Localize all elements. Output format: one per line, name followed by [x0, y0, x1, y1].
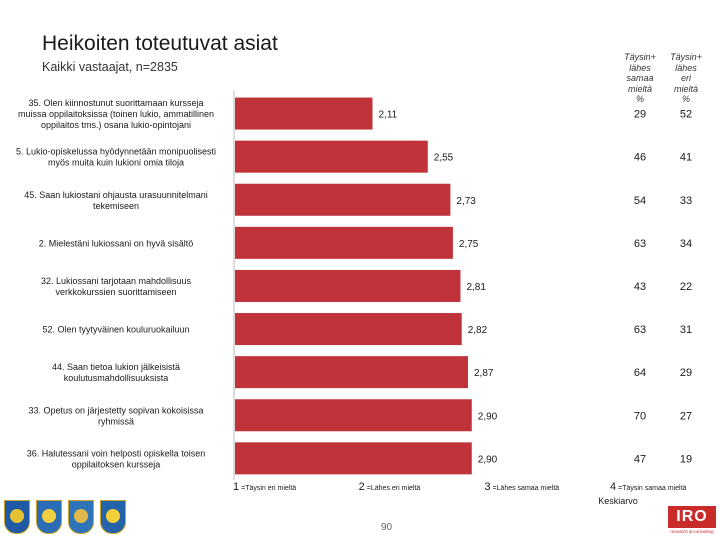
disagree-percent: 34 — [680, 238, 692, 250]
slide-title: Heikoiten toteutuvat asiat — [42, 32, 278, 55]
disagree-percent: 52 — [680, 109, 692, 121]
bar — [235, 183, 451, 216]
disagree-percent: 33 — [680, 195, 692, 207]
scale-tick-label: 3 =Lähes samaa mieltä — [484, 481, 559, 493]
agree-percent: 29 — [634, 109, 646, 121]
iro-logo-text: IRO — [668, 506, 716, 528]
category-label: 33. Opetus on järjestetty sopivan kokois… — [28, 405, 203, 426]
disagree-column-header: Täysin+ lähes eri mieltä % — [670, 52, 702, 104]
crest-icon — [68, 500, 94, 534]
iro-logo-subtext: research & consulting — [670, 529, 714, 534]
bar-value-label: 2,75 — [459, 239, 479, 250]
crest-icon — [36, 500, 62, 534]
category-label: 32. Lukiossani tarjotaan mahdollisuus ver… — [41, 276, 192, 297]
category-label: 5. Lukio-opiskelussa hyödynnetään monipu… — [16, 147, 216, 168]
bar-value-label: 2,82 — [468, 325, 488, 336]
scale-tick-label: 4 =Täysin samaa mieltä — [610, 481, 687, 493]
bar-value-label: 2,73 — [456, 196, 476, 207]
bar-value-label: 2,90 — [478, 454, 498, 465]
agree-percent: 54 — [634, 195, 646, 207]
category-label: 35. Olen kiinnostunut suorittamaan kurss… — [18, 98, 214, 130]
x-axis-title: Keskiarvo — [598, 496, 638, 506]
category-label: 44. Saan tietoa lukion jälkeisistä koulut… — [52, 362, 180, 383]
crest-icon — [4, 500, 30, 534]
bar — [235, 313, 462, 346]
bar-value-label: 2,90 — [478, 411, 498, 422]
agree-percent: 46 — [634, 152, 646, 164]
category-label: 36. Halutessani voin helposti opiskella … — [27, 448, 206, 469]
scale-tick-label: 2 =Lähes eri mieltä — [359, 481, 421, 493]
disagree-percent: 19 — [680, 453, 692, 465]
disagree-percent: 27 — [680, 410, 692, 422]
agree-percent: 47 — [634, 453, 646, 465]
crest-icon — [100, 500, 126, 534]
agree-column-header: Täysin+ lähes samaa mieltä % — [624, 52, 656, 104]
bar — [235, 442, 472, 475]
bar — [235, 356, 468, 389]
disagree-percent: 29 — [680, 367, 692, 379]
bar-value-label: 2,81 — [466, 282, 486, 293]
municipality-crests — [4, 500, 126, 534]
category-label: 52. Olen tyytyväinen kouluruokailuun — [42, 325, 189, 335]
disagree-percent: 31 — [680, 324, 692, 336]
category-label: 2. Mielestäni lukiossani on hyvä sisältö — [39, 238, 194, 248]
bar-value-label: 2,55 — [434, 153, 454, 164]
bar — [235, 97, 373, 130]
slide-subtitle: Kaikki vastaajat, n=2835 — [42, 60, 178, 74]
agree-percent: 64 — [634, 367, 646, 379]
category-label: 45. Saan lukiostani ohjausta urasuunnite… — [24, 190, 208, 211]
page-number: 90 — [381, 522, 393, 533]
bar-value-label: 2,11 — [378, 110, 397, 121]
agree-percent: 70 — [634, 410, 646, 422]
scale-tick-label: 1 =Täysin eri mieltä — [233, 481, 296, 493]
bar — [235, 140, 428, 173]
disagree-percent: 41 — [680, 152, 692, 164]
disagree-percent: 22 — [680, 281, 692, 293]
agree-percent: 63 — [634, 324, 646, 336]
agree-percent: 43 — [634, 281, 646, 293]
bar-value-label: 2,87 — [474, 368, 494, 379]
agree-percent: 63 — [634, 238, 646, 250]
bar — [235, 399, 472, 432]
iro-logo: IRO research & consulting — [668, 506, 716, 536]
bar — [235, 269, 461, 302]
bar — [235, 226, 453, 259]
